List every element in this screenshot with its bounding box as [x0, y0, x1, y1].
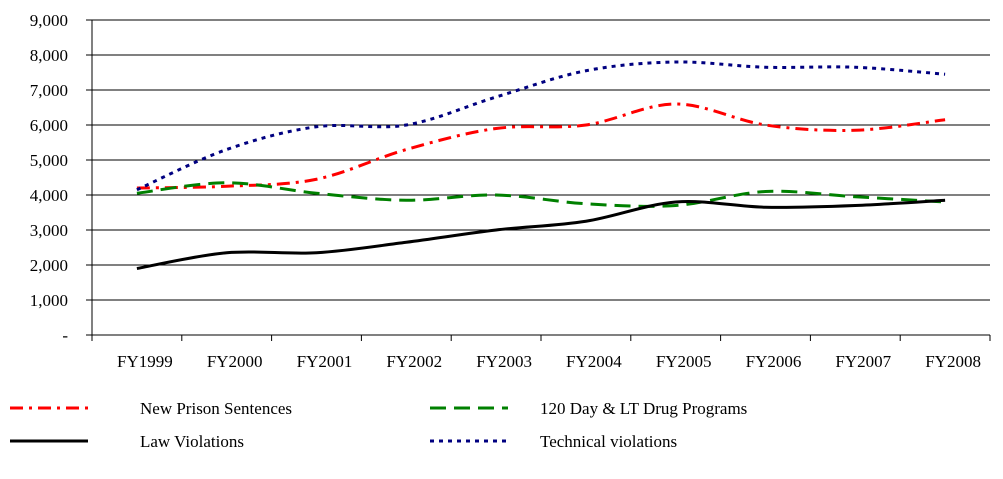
legend-label: Law Violations — [140, 432, 244, 451]
x-tick-label: FY1999 — [117, 352, 173, 371]
y-tick-label: 3,000 — [30, 221, 68, 240]
y-tick-label: 5,000 — [30, 151, 68, 170]
series-line-2 — [136, 181, 946, 208]
legend-label: Technical violations — [540, 432, 677, 451]
x-tick-label: FY2000 — [207, 352, 263, 371]
x-tick-label: FY2007 — [835, 352, 891, 371]
y-tick-label: 9,000 — [30, 11, 68, 30]
axes — [86, 19, 991, 341]
y-tick-labels: - 1,000 2,000 3,000 4,000 5,000 6,000 7,000 8,00… — [30, 11, 69, 345]
series-lines — [136, 60, 946, 270]
legend: New Prison Sentences 120 Day & LT Drug Pr… — [10, 399, 747, 451]
series-line-4 — [136, 60, 946, 192]
y-tick-label: 6,000 — [30, 116, 68, 135]
x-tick-label: FY2008 — [925, 352, 981, 371]
x-tick-label: FY2004 — [566, 352, 622, 371]
y-tick-label: - — [62, 326, 68, 345]
legend-label: New Prison Sentences — [140, 399, 292, 418]
y-tick-label: 8,000 — [30, 46, 68, 65]
legend-label: 120 Day & LT Drug Programs — [540, 399, 747, 418]
x-tick-labels: FY1999 FY2000 FY2001 FY2002 FY2003 FY2004 FY20… — [117, 352, 981, 371]
legend-item: Technical violations — [430, 432, 677, 451]
y-tick-label: 7,000 — [30, 81, 68, 100]
legend-item: New Prison Sentences — [10, 399, 292, 418]
y-tick-label: 2,000 — [30, 256, 68, 275]
x-tick-label: FY2006 — [746, 352, 802, 371]
series-line-1 — [136, 102, 946, 190]
x-tick-label: FY2005 — [656, 352, 712, 371]
y-tick-label: 1,000 — [30, 291, 68, 310]
x-tick-label: FY2002 — [386, 352, 442, 371]
gridlines — [92, 19, 990, 301]
y-tick-label: 4,000 — [30, 186, 68, 205]
series-line-3 — [136, 198, 946, 270]
x-tick-label: FY2003 — [476, 352, 532, 371]
legend-item: Law Violations — [10, 432, 244, 451]
x-tick-label: FY2001 — [297, 352, 353, 371]
legend-item: 120 Day & LT Drug Programs — [430, 399, 747, 418]
